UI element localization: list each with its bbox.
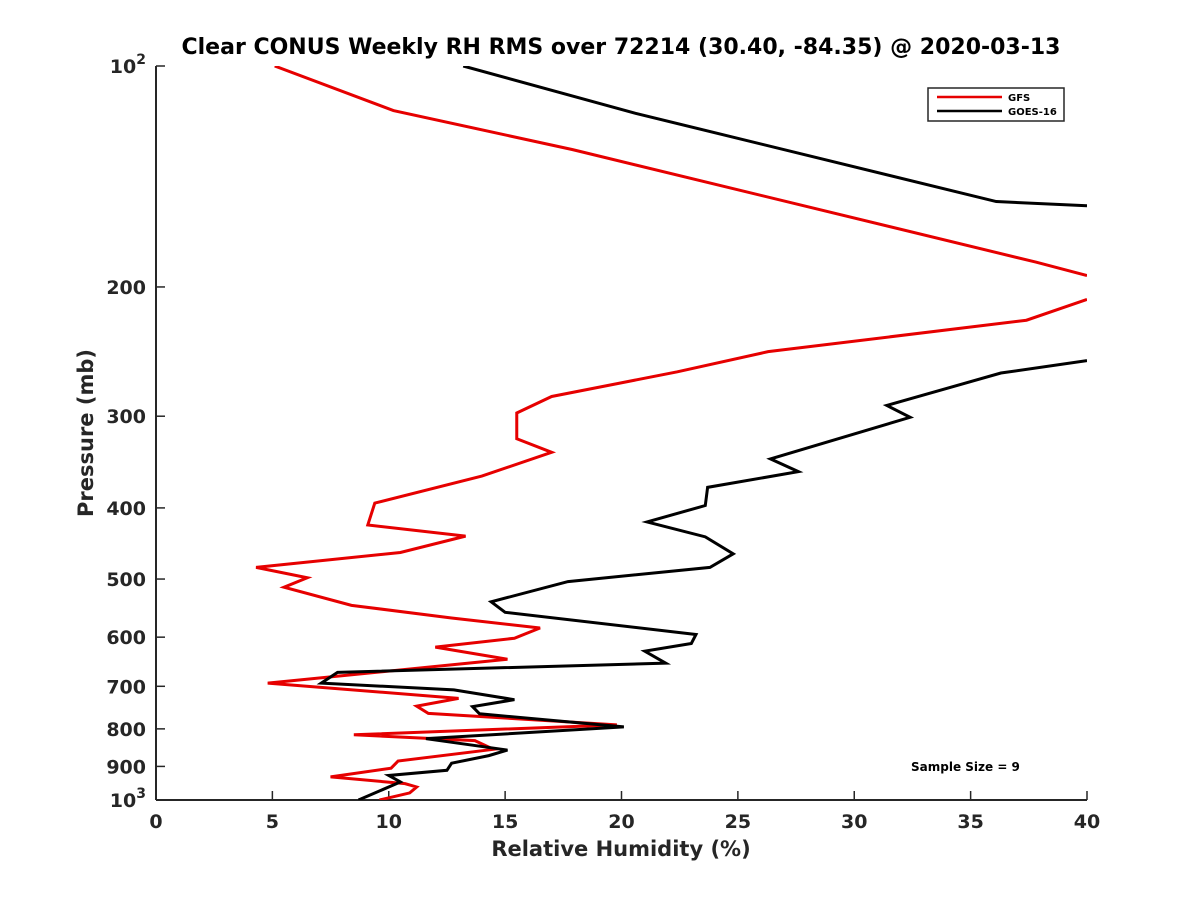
series-line-goes16 bbox=[316, 66, 1087, 800]
y-tick-label: 600 bbox=[106, 627, 146, 649]
axis-ticks: 0 5 10 15 20 25 30 35 40102200300400500600700800… bbox=[106, 52, 1100, 833]
y-tick-label-base: 500 bbox=[106, 569, 146, 591]
x-axis-label: Relative Humidity (%) bbox=[491, 837, 750, 861]
y-axis-label: Pressure (mb) bbox=[74, 349, 98, 517]
x-tick-label: 0 bbox=[149, 811, 162, 833]
x-tick-label: 30 bbox=[841, 811, 867, 833]
x-tick-label: 5 bbox=[266, 811, 279, 833]
y-tick-label-base: 300 bbox=[106, 406, 146, 428]
y-tick-label-exponent: 2 bbox=[136, 52, 146, 68]
x-tick-label: 25 bbox=[725, 811, 751, 833]
y-tick-label: 300 bbox=[106, 406, 146, 428]
series-layer bbox=[255, 66, 1087, 800]
x-tick-label: 10 bbox=[376, 811, 402, 833]
x-tick-label: 15 bbox=[492, 811, 518, 833]
series-line-gfs bbox=[255, 66, 1087, 800]
y-tick-label: 400 bbox=[106, 498, 146, 520]
y-tick-label: 102 bbox=[110, 52, 146, 78]
y-tick-label-base: 400 bbox=[106, 498, 146, 520]
y-tick-label-base: 600 bbox=[106, 627, 146, 649]
y-tick-label: 800 bbox=[106, 719, 146, 741]
legend-label-goes16: GOES-16 bbox=[1008, 107, 1057, 118]
chart-title: Clear CONUS Weekly RH RMS over 72214 (30… bbox=[182, 35, 1061, 60]
x-tick-label: 20 bbox=[608, 811, 634, 833]
y-tick-label: 200 bbox=[106, 277, 146, 299]
y-tick-label-base: 800 bbox=[106, 719, 146, 741]
y-tick-label: 900 bbox=[106, 756, 146, 778]
x-tick-label: 35 bbox=[957, 811, 983, 833]
y-tick-label: 103 bbox=[110, 786, 146, 812]
y-tick-label: 500 bbox=[106, 569, 146, 591]
legend: GFS GOES-16 bbox=[927, 87, 1065, 122]
y-tick-label: 700 bbox=[106, 676, 146, 698]
legend-label-gfs: GFS bbox=[1008, 93, 1030, 104]
sample-size-annotation: Sample Size = 9 bbox=[911, 760, 1020, 774]
y-tick-label-exponent: 3 bbox=[136, 786, 146, 802]
y-tick-label-base: 700 bbox=[106, 676, 146, 698]
legend-box bbox=[927, 87, 1065, 122]
y-tick-label-base: 200 bbox=[106, 277, 146, 299]
y-tick-label-base: 900 bbox=[106, 756, 146, 778]
y-tick-label-base: 10 bbox=[110, 56, 136, 78]
x-tick-label: 40 bbox=[1074, 811, 1100, 833]
y-tick-label-base: 10 bbox=[110, 790, 136, 812]
